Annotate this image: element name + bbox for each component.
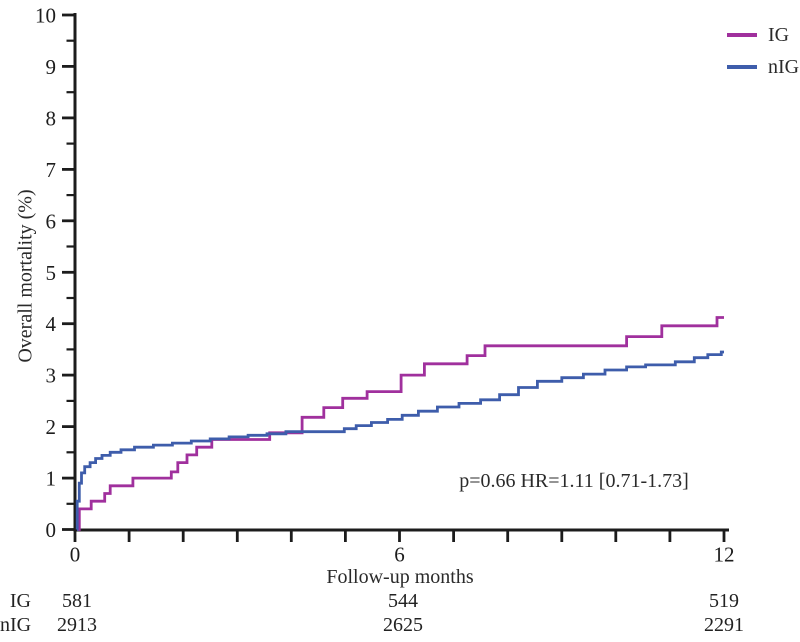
svg-text:0: 0 <box>46 518 57 542</box>
svg-text:5: 5 <box>46 261 57 285</box>
svg-text:2: 2 <box>46 415 57 439</box>
risk-value: 2291 <box>704 614 744 636</box>
risk-value: 519 <box>709 590 739 612</box>
svg-text:8: 8 <box>46 106 57 130</box>
svg-text:6: 6 <box>46 209 57 233</box>
svg-text:9: 9 <box>46 55 57 79</box>
legend-item-ig: IG <box>727 19 799 51</box>
risk-value: 2625 <box>383 614 423 636</box>
legend-label-ig: IG <box>768 23 790 46</box>
svg-text:1: 1 <box>46 467 57 491</box>
svg-text:3: 3 <box>46 364 57 388</box>
svg-text:12: 12 <box>714 543 735 567</box>
risk-value: 581 <box>62 590 92 612</box>
svg-text:7: 7 <box>46 158 57 182</box>
svg-text:4: 4 <box>46 312 57 336</box>
legend-label-nig: nIG <box>768 55 800 78</box>
risk-value: 544 <box>388 590 418 612</box>
svg-text:10: 10 <box>35 4 56 28</box>
nig-line-swatch <box>727 65 757 69</box>
ig-line-swatch <box>727 33 757 37</box>
risk-row-label: nIG <box>0 614 32 636</box>
legend: IG nIG <box>727 19 799 83</box>
risk-value: 2913 <box>57 614 97 636</box>
x-axis-title: Follow-up months <box>326 566 474 588</box>
risk-row-nig: nIG 2913 2625 2291 <box>0 614 800 636</box>
svg-text:0: 0 <box>70 543 81 567</box>
risk-row-ig: IG 581 544 519 <box>0 590 800 612</box>
svg-text:6: 6 <box>394 543 405 567</box>
risk-row-label: IG <box>9 590 31 612</box>
stats-annotation: p=0.66 HR=1.11 [0.71-1.73] <box>459 470 689 492</box>
legend-item-nig: nIG <box>727 51 799 83</box>
